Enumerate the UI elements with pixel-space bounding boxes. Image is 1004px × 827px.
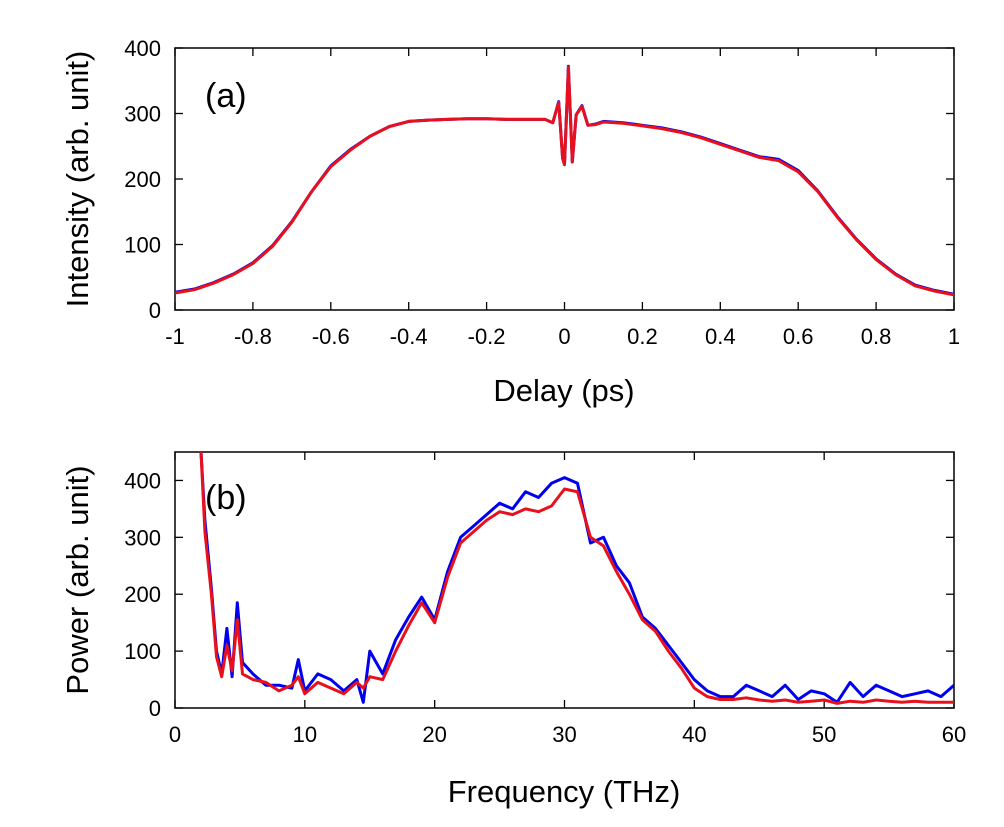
panel-b-series-blue: [199, 452, 954, 704]
panel-a-xtick-label: -0.2: [468, 324, 506, 349]
panel-a-ytick-label: 100: [124, 233, 161, 258]
panel-a-ytick-label: 200: [124, 167, 161, 192]
panel-b-xtick-label: 10: [293, 722, 317, 747]
panel-b-xtick-label: 60: [942, 722, 966, 747]
panel-b-ytick-label: 400: [124, 468, 161, 493]
panel-a-xtick-label: 0.6: [783, 324, 814, 349]
panel-a-frame: [174, 47, 955, 311]
panel-a-xtick-label: 0.8: [861, 324, 892, 349]
panel-b-xtick-label: 20: [422, 722, 446, 747]
panel-a-ytick-label: 0: [149, 298, 161, 323]
panel-a: -1 -0.8 -0.6 -0.4 -0.2 0 0.2 0.4 0.6 0.8 1 0 100 200 3…: [60, 36, 960, 408]
panel-a-ticks: -1 -0.8 -0.6 -0.4 -0.2 0 0.2 0.4 0.6 0.8 1 0 100 200 3…: [124, 36, 960, 349]
panel-b-ytick-label: 200: [124, 582, 161, 607]
panel-b-ytick-label: 0: [149, 696, 161, 721]
panel-a-series-red: [175, 65, 954, 297]
panel-a-series: [175, 64, 954, 297]
panel-a-xtick-label: 1: [948, 324, 960, 349]
panel-b-xtick-label: 30: [552, 722, 576, 747]
panel-b-xtick-label: 40: [682, 722, 706, 747]
panel-a-xtick-label: -0.6: [312, 324, 350, 349]
panel-b: 0 10 20 30 40 50 60 0 100 200 300 400 (b) Frequency…: [60, 451, 966, 809]
panel-b-series-red: [199, 452, 954, 705]
panel-a-ytick-label: 400: [124, 36, 161, 61]
panel-a-xtick-label: 0: [558, 324, 570, 349]
panel-a-xtick-label: -0.4: [390, 324, 428, 349]
panel-a-xtick-label: -1: [165, 324, 185, 349]
panel-a-xtick-label: 0.4: [705, 324, 736, 349]
panel-b-ticks: 0 10 20 30 40 50 60 0 100 200 300 400: [124, 452, 966, 747]
panel-b-xtick-label: 0: [169, 722, 181, 747]
panel-b-xlabel: Frequency (THz): [448, 774, 681, 809]
panel-a-xtick-label: 0.2: [627, 324, 658, 349]
panel-b-ytick-label: 100: [124, 639, 161, 664]
panel-a-ytick-label: 300: [124, 102, 161, 127]
panel-b-xtick-label: 50: [812, 722, 836, 747]
panel-b-ylabel: Power (arb. unit): [60, 465, 95, 694]
panel-b-label: (b): [205, 479, 247, 517]
panel-a-xlabel: Delay (ps): [493, 373, 634, 408]
panel-a-ylabel: Intensity (arb. unit): [60, 51, 95, 308]
panel-b-ytick-label: 300: [124, 525, 161, 550]
panel-a-series-blue: [175, 64, 954, 296]
panel-a-label: (a): [205, 77, 247, 115]
panel-a-xtick-label: -0.8: [234, 324, 272, 349]
panel-b-series: [199, 452, 954, 705]
